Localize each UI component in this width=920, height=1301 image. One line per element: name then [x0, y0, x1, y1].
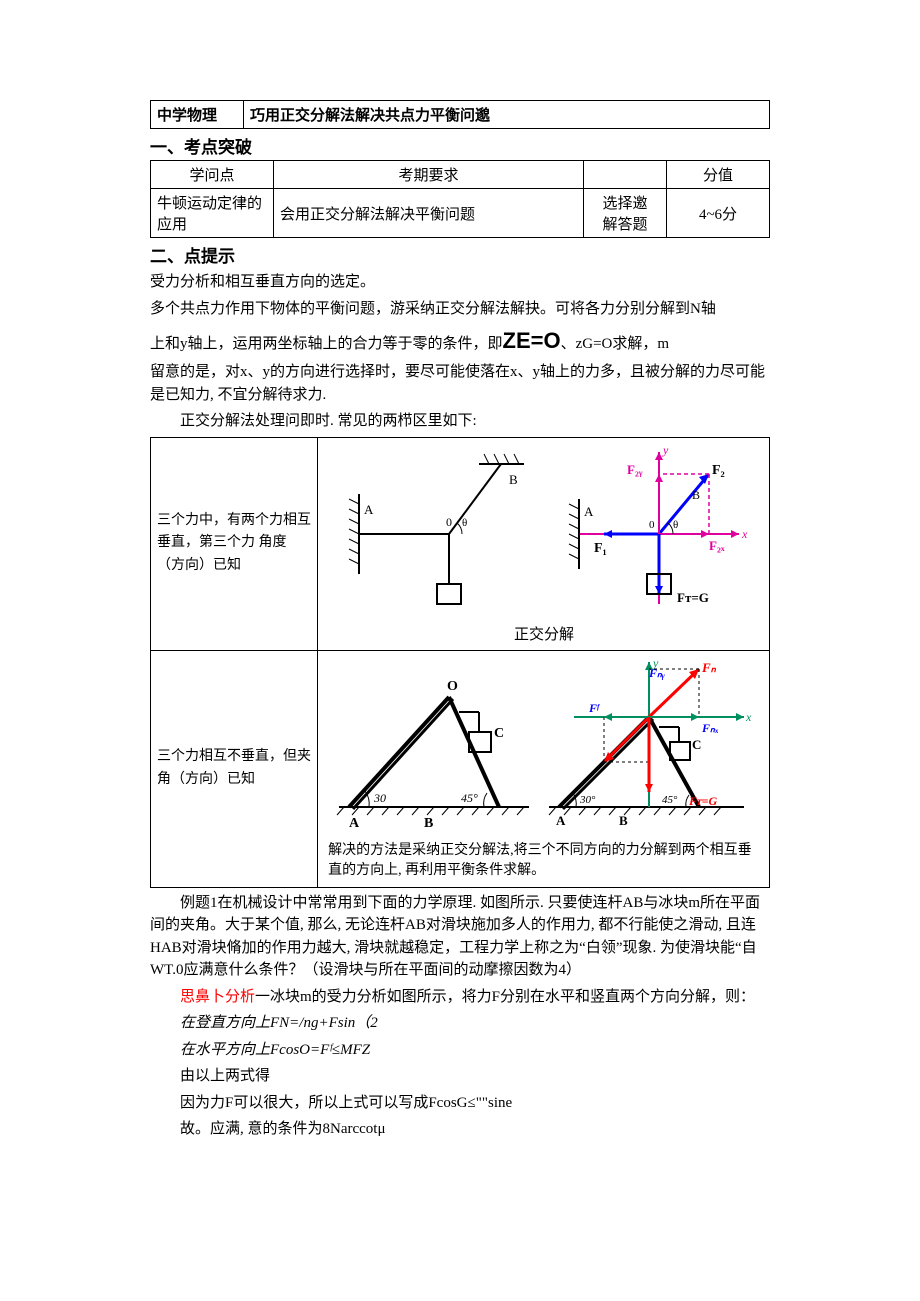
ex-p2a: 思鼻卜分析 [180, 989, 255, 1005]
ex-p3: 在登直方向上FN=/ng+Fsin（2 [150, 1012, 770, 1035]
fig1-FT: Fᴛ=G [677, 590, 709, 605]
fig1-caption: 正交分解 [514, 625, 574, 643]
fig1-F2: F₂ [712, 463, 725, 478]
fig2r-B: B [619, 813, 628, 828]
section2-title: 二、点提示 [150, 242, 770, 267]
fig2-O: O [447, 679, 458, 694]
fig2-Ff: Fᶠ [588, 701, 601, 715]
para2b-post: 、zG=O求解，m [561, 336, 669, 352]
kt-h4: 分值 [667, 161, 770, 189]
fig1r-B: B [692, 488, 700, 502]
exam-table: 学问点 考期要求 分值 牛顿运动定律的应用 会用正交分解法解决平衡问题 选择邀 … [150, 160, 770, 238]
fig1-desc: 三个力中，有两个力相互垂直，第三个力 角度（方向）已知 [151, 437, 318, 650]
fig2r-A: A [556, 813, 566, 828]
kt-r1c2: 会用正交分解法解决平衡问题 [274, 189, 584, 238]
fig2-B: B [424, 816, 433, 831]
fig1-A: A [364, 502, 374, 517]
fig1r-O: 0 [649, 519, 655, 531]
fig2-FNy: Fₙᵧ [648, 666, 665, 680]
fig2-x: x [745, 710, 752, 724]
section1-title: 一、考点突破 [150, 133, 770, 158]
ex-p6: 因为力F可以很大，所以上式可以写成FcosG≤""sine [150, 1092, 770, 1115]
kt-r1c3: 选择邀 解答题 [584, 189, 667, 238]
para2b-big: ZE=O [503, 328, 561, 353]
fig2-FNx: Fₙₓ [701, 721, 719, 735]
diagram1-svg: A B 0 θ [329, 444, 759, 644]
ex-p7: 故。应满, 意的条件为8Narccotμ [150, 1118, 770, 1141]
figure-table: 三个力中，有两个力相互垂直，第三个力 角度（方向）已知 A [150, 437, 770, 888]
para3: 留意的是，对x、y的方向进行选择时，要尽可能使落在x、y轴上的力多，且被分解的力… [150, 361, 770, 406]
para2b-pre: 上和y轴上，运用两坐标轴上的合力等于零的条件，即 [150, 336, 503, 352]
fig2r-C: C [692, 737, 701, 752]
fig1-O: 0 [446, 515, 452, 529]
fig2-45: 45° [461, 791, 478, 805]
fig2r-30: 30° [579, 794, 596, 806]
kt-h2: 考期要求 [274, 161, 584, 189]
fig2r-45: 45° [662, 794, 678, 806]
fig2-desc: 三个力相互不垂直，但夹角（方向）已知 [151, 650, 318, 887]
kt-h3 [584, 161, 667, 189]
ex-p4: 在水平方向上FcosO=Fᶠ≤MFZ [150, 1039, 770, 1062]
fig2-img: A B O 30 45° C [318, 650, 770, 887]
kt-r1c3a: 选择邀 [590, 192, 660, 213]
ex-p1: 例题1在机械设计中常常用到下面的力学原理. 如图所示. 只要使连杆AB与冰块m所… [150, 892, 770, 982]
para2a: 多个共点力作用下物体的平衡问题，游采纳正交分解法解抉。可将各力分别分解到N轴 [150, 298, 770, 321]
fig1r-theta: θ [673, 519, 678, 531]
header-col2: 巧用正交分解法解决共点力平衡问邈 [244, 101, 770, 129]
ex-p5: 由以上两式得 [150, 1065, 770, 1088]
fig2-caption: 解决的方法是采纳正交分解法,将三个不同方向的力分解到两个相互垂直的方向上, 再利… [324, 837, 763, 881]
fig2-30: 30 [373, 791, 386, 805]
header-col1: 中学物理 [151, 101, 244, 129]
fig1-y: y [662, 444, 669, 457]
para2b: 上和y轴上，运用两坐标轴上的合力等于零的条件，即ZE=O、zG=O求解，m [150, 324, 770, 357]
fig1-F2y: F₂ᵧ [627, 462, 643, 477]
fig1-x: x [741, 527, 748, 541]
fig2-A: A [349, 816, 360, 831]
kt-r1c4: 4~6分 [667, 189, 770, 238]
para1: 受力分析和相互垂直方向的选定。 [150, 271, 770, 294]
fig1r-A: A [584, 504, 594, 519]
header-table: 中学物理 巧用正交分解法解决共点力平衡问邈 [150, 100, 770, 129]
fig1-theta: θ [462, 517, 467, 529]
fig1-B: B [509, 472, 518, 487]
kt-h1: 学问点 [151, 161, 274, 189]
fig1-F2x: F₂ₓ [709, 538, 725, 553]
fig2-C: C [494, 726, 504, 741]
para4: 正交分解法处理问即时. 常见的两栉区里如下: [150, 410, 770, 433]
ex-p2b: 一冰块m的受力分析如图所示，将力F分别在水平和竖直两个方向分解，则： [255, 989, 755, 1005]
fig2-FN: Fₙ [701, 660, 717, 675]
fig1-img: A B 0 θ [318, 437, 770, 650]
diagram2-svg: A B O 30 45° C [329, 657, 759, 837]
ex-p2: 思鼻卜分析一冰块m的受力分析如图所示，将力F分别在水平和竖直两个方向分解，则： [150, 986, 770, 1009]
kt-r1c1: 牛顿运动定律的应用 [151, 189, 274, 238]
fig2-FT: Fᴛ=G [688, 794, 718, 808]
fig1-F1: F₁ [594, 541, 607, 556]
kt-r1c3b: 解答题 [590, 213, 660, 234]
